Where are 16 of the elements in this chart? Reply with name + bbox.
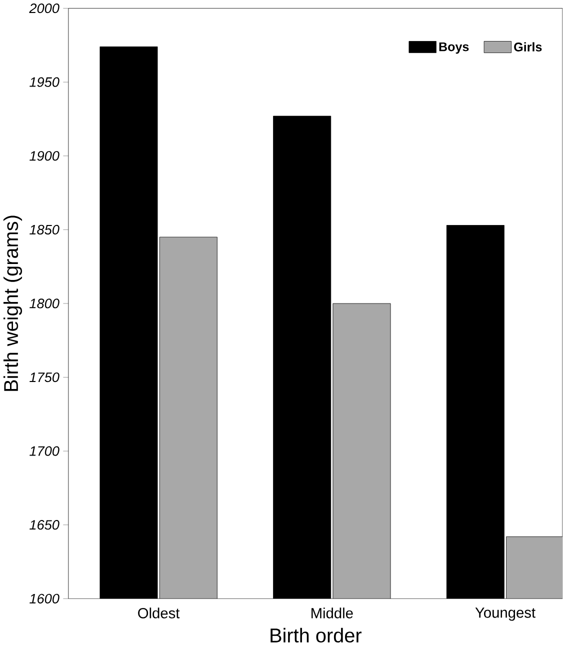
legend-label: Girls [514, 42, 542, 52]
y-tick-label: 1900 [30, 151, 60, 161]
legend-label: Boys [439, 42, 469, 54]
x-tick-label: Oldest [138, 608, 180, 618]
y-tick-label: 2000 [29, 3, 60, 14]
y-tick-label: 1850 [30, 224, 60, 235]
y-tick-label: 1750 [30, 372, 60, 382]
x-tick-label: Youngest [475, 608, 536, 621]
y-tick-label: 1700 [30, 446, 60, 456]
x-axis-title: Birth order [270, 628, 362, 643]
y-tick-label: 1650 [30, 520, 60, 530]
y-tick-label: 1600 [30, 594, 60, 604]
y-tick-label: 1800 [30, 298, 60, 308]
y-axis-title: Birth weight (grams) [4, 216, 22, 391]
y-tick-label: 1950 [30, 77, 60, 87]
x-tick-label: Middle [312, 608, 353, 618]
